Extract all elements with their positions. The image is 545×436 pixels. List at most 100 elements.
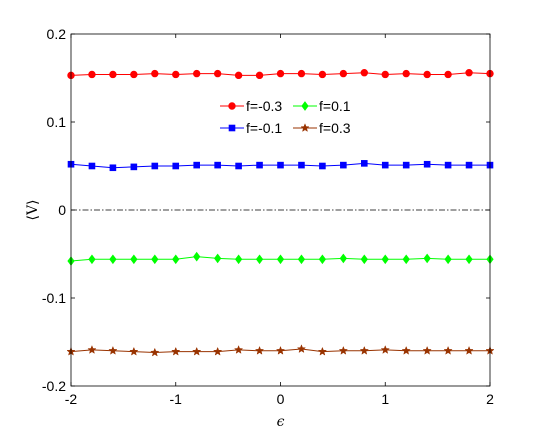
x-axis-label: ϵ [277,414,285,430]
data-point [338,345,348,355]
data-point [234,254,243,265]
data-point [275,345,286,355]
data-point [193,251,201,262]
data-point [193,69,201,78]
data-point [423,160,431,168]
data-point [465,161,473,169]
data-point [298,161,305,169]
legend-marker [228,102,236,110]
legend-label: f=-0.1 [246,120,282,136]
data-point [214,161,221,169]
data-point [318,70,327,79]
data-point [444,254,452,265]
data-point [319,162,326,170]
data-point [109,254,117,265]
data-point [276,69,285,78]
data-point [444,70,452,79]
data-point [381,254,389,265]
data-point [130,163,138,171]
legend-entry: f=0.1 [293,98,351,114]
data-point [214,253,222,264]
series-f-0-1 [67,160,494,172]
data-point [235,162,242,170]
series-f-0-3 [66,344,495,357]
y-tick-label: -0.1 [42,290,66,306]
y-tick-label: 0.2 [47,26,67,42]
y-axis-label: ⟨V⟩ [25,199,41,220]
legend-marker [228,124,236,132]
data-point [88,254,96,265]
data-point [339,253,347,264]
data-point [318,254,327,265]
data-point [172,70,180,79]
data-point [339,69,348,78]
data-point [234,71,243,80]
data-point [401,345,411,355]
data-point [151,162,159,170]
data-point [423,70,431,79]
data-point [172,162,180,170]
data-point [297,254,306,265]
x-tick-label: 2 [486,391,494,407]
data-point [256,161,263,169]
data-point [88,70,96,79]
legend-label: f=-0.3 [246,98,282,114]
data-point [317,346,328,356]
data-point [361,160,368,167]
data-point [465,254,473,265]
data-point [129,346,139,356]
y-tick-label: -0.2 [42,378,66,394]
data-point [277,161,284,169]
data-point [402,69,410,78]
legend-entry: f=0.3 [293,120,351,136]
data-point [87,345,97,354]
data-point [276,254,285,265]
data-point [109,164,117,172]
data-point [464,345,474,355]
y-tick-label: 0.1 [47,114,67,130]
legend-entry: f=-0.1 [220,120,282,136]
x-tick-label: -1 [170,391,183,407]
x-tick-label: -2 [65,391,78,407]
series-f-0-3 [67,69,494,80]
axes: -2 -1 0 1 2 -0.2 -0.1 0 0.1 0.2 [42,26,494,407]
data-point [150,347,160,357]
legend-marker [301,101,309,111]
data-point [402,254,410,265]
data-point [130,70,138,79]
y-tick-label: 0 [58,202,66,218]
data-point [402,161,410,169]
data-point [254,345,265,355]
data-point [130,254,138,265]
data-point [444,161,452,169]
legend-label: f=0.3 [319,120,351,136]
data-point [255,71,264,80]
plot-area [66,69,495,357]
data-point [465,69,473,77]
x-tick-label: 1 [381,391,389,407]
data-point [359,345,369,355]
legend-entry: f=-0.3 [220,98,282,114]
data-point [422,345,432,355]
data-point [109,70,117,79]
data-point [360,69,368,77]
data-point [255,254,264,265]
data-point [380,345,390,354]
data-point [151,69,159,78]
legend-label: f=0.1 [319,98,351,114]
data-point [381,161,389,169]
data-point [423,253,431,264]
data-point [108,345,118,355]
data-point [213,346,223,356]
data-point [193,161,200,169]
data-point [151,254,159,265]
legend-marker [300,123,310,132]
data-point [172,254,180,265]
data-point [88,162,96,170]
data-point [171,346,181,356]
data-point [360,254,368,265]
data-point [340,161,347,169]
data-point [443,345,453,355]
x-tick-label: 0 [277,391,285,407]
